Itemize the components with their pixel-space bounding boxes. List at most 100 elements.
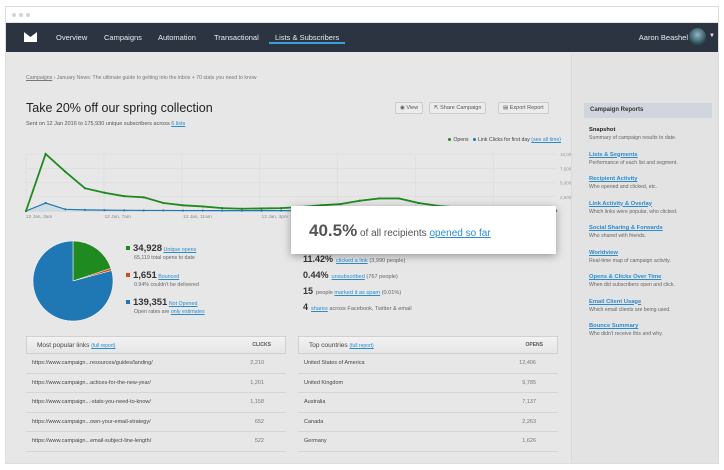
chevron-down-icon[interactable]: ▼: [709, 33, 715, 39]
window-dot[interactable]: [19, 13, 23, 17]
export-report-button[interactable]: ▤ Export Report: [498, 102, 549, 114]
opens-point[interactable]: [338, 203, 342, 206]
opened-so-far-link[interactable]: opened so far: [429, 228, 491, 239]
opens-point[interactable]: [280, 207, 283, 210]
opens-point[interactable]: [83, 187, 86, 190]
reports-sidebar: Campaign Reports Snapshot Summary of camp…: [571, 53, 718, 463]
clicks-point[interactable]: [83, 208, 86, 211]
view-button[interactable]: ◉ View: [395, 102, 424, 114]
top-nav: Overview Campaigns Automation Transactio…: [6, 23, 718, 52]
bounced-link[interactable]: Bounced: [158, 274, 180, 280]
opens-point[interactable]: [319, 204, 322, 207]
table-row[interactable]: https://www.campaign...actices-for-the-n…: [26, 374, 286, 393]
unique-opens-link[interactable]: Unique opens: [163, 247, 197, 253]
opens-point[interactable]: [378, 197, 381, 200]
opens-point[interactable]: [221, 207, 224, 210]
table-row[interactable]: https://www.campaign...email-subject-lin…: [26, 432, 286, 452]
row-label: https://www.campaign...resources/guides/…: [32, 360, 153, 366]
row-value: 522: [254, 438, 264, 444]
opens-point[interactable]: [201, 205, 204, 208]
opens-sub: 65,119 total opens to date: [134, 255, 195, 261]
opens-point[interactable]: [181, 204, 185, 207]
opens-point[interactable]: [397, 197, 401, 200]
stat-not-opened: 139,351 Not Opened Open rates are only es…: [126, 297, 205, 315]
full-report-link[interactable]: (full report): [91, 343, 116, 349]
clicks-point[interactable]: [201, 209, 204, 212]
opens-point[interactable]: [44, 152, 47, 156]
clicks-point[interactable]: [280, 209, 283, 212]
table-row[interactable]: United States of America 12,406: [298, 354, 558, 374]
lists-link[interactable]: 6 lists: [171, 121, 186, 127]
row-label: United States of America: [304, 360, 365, 366]
row-value: 9,785: [522, 379, 536, 386]
logo-icon[interactable]: [24, 32, 37, 42]
breadcrumb-campaigns[interactable]: Campaigns: [26, 75, 53, 81]
opens-dot-icon: [448, 138, 452, 142]
nav-campaigns[interactable]: Campaigns: [104, 33, 142, 42]
report-link[interactable]: Email Client Usage: [589, 298, 642, 305]
table-row[interactable]: https://www.campaign...own-your-email-st…: [26, 413, 286, 432]
clicks-point[interactable]: [123, 209, 126, 212]
table-row[interactable]: Germany 1,626: [298, 432, 558, 452]
report-link[interactable]: Link Activity & Overlay: [589, 200, 652, 207]
clicked-link[interactable]: clicked a link: [336, 258, 368, 264]
see-all-time-link[interactable]: (see all time): [531, 137, 561, 143]
opens-point[interactable]: [142, 196, 145, 199]
window-dot[interactable]: [12, 13, 16, 17]
report-link[interactable]: Opens & Clicks Over Time: [589, 274, 662, 280]
table-row[interactable]: https://www.campaign...-stats-you-need-t…: [26, 393, 286, 413]
not-opened-slice[interactable]: [32, 240, 114, 322]
opens-point[interactable]: [64, 170, 67, 173]
clicks-point[interactable]: [44, 201, 47, 205]
row-value: 12,406: [519, 360, 536, 366]
table-row[interactable]: https://www.campaign...resources/guides/…: [26, 354, 286, 374]
nav-lists-subscribers[interactable]: Lists & Subscribers: [269, 33, 346, 44]
shares-link[interactable]: shares: [311, 306, 328, 312]
opens-point[interactable]: [260, 207, 263, 210]
rate-num: 15: [303, 286, 314, 296]
report-link[interactable]: Bounce Summary: [589, 323, 639, 329]
opens-point[interactable]: [417, 201, 420, 205]
nav-overview[interactable]: Overview: [56, 33, 88, 42]
table-row[interactable]: Canada 2,263: [298, 413, 558, 432]
clicks-point[interactable]: [162, 209, 165, 212]
opens-point[interactable]: [240, 207, 244, 210]
user-name[interactable]: Aaron Beashel: [638, 33, 688, 42]
opens-slice[interactable]: [72, 240, 112, 282]
spam-link[interactable]: marked it as spam: [334, 290, 381, 296]
opens-point[interactable]: [103, 191, 106, 194]
report-link[interactable]: Worldview: [589, 249, 618, 256]
opens-point[interactable]: [123, 195, 126, 198]
report-link[interactable]: Snapshot: [589, 127, 616, 133]
clicks-point[interactable]: [181, 209, 185, 212]
table-row[interactable]: United Kingdom 9,785: [298, 374, 558, 393]
opens-point[interactable]: [358, 199, 361, 202]
clicks-point[interactable]: [260, 209, 263, 212]
opens-point[interactable]: [24, 209, 28, 213]
opens-point[interactable]: [162, 201, 165, 205]
report-link[interactable]: Lists & Segments: [589, 151, 638, 158]
full-report-link[interactable]: (full report): [349, 343, 374, 349]
not-opened-count: 139,351: [133, 297, 168, 308]
clicks-point[interactable]: [103, 209, 106, 212]
report-link[interactable]: Social Sharing & Forwards: [589, 225, 663, 231]
not-opened-link[interactable]: Not Opened: [168, 301, 198, 307]
table-row[interactable]: Australia 7,137: [298, 393, 558, 413]
nav-automation[interactable]: Automation: [158, 33, 196, 42]
avatar[interactable]: [689, 28, 706, 45]
share-label: Share Campaign: [440, 105, 482, 111]
report-desc: Which email clients are being used.: [589, 306, 671, 313]
clicks-point[interactable]: [64, 208, 67, 211]
unsubscribed-link[interactable]: unsubscribed: [331, 274, 365, 280]
nav-transactional[interactable]: Transactional: [214, 33, 259, 42]
report-link[interactable]: Recipient Activity: [589, 176, 638, 182]
share-campaign-button[interactable]: ⇱ Share Campaign: [429, 102, 487, 114]
not-opened-sub: Open rates are only estimates: [134, 309, 205, 315]
rate-shares: 4 shares across Facebook, Twitter & email: [303, 302, 412, 312]
green-square-icon: [126, 246, 130, 250]
window-dot[interactable]: [26, 13, 30, 17]
clicks-point[interactable]: [240, 209, 244, 212]
clicks-point[interactable]: [221, 209, 224, 212]
clicks-point[interactable]: [142, 209, 145, 212]
estimates-link[interactable]: only estimates: [170, 309, 205, 315]
